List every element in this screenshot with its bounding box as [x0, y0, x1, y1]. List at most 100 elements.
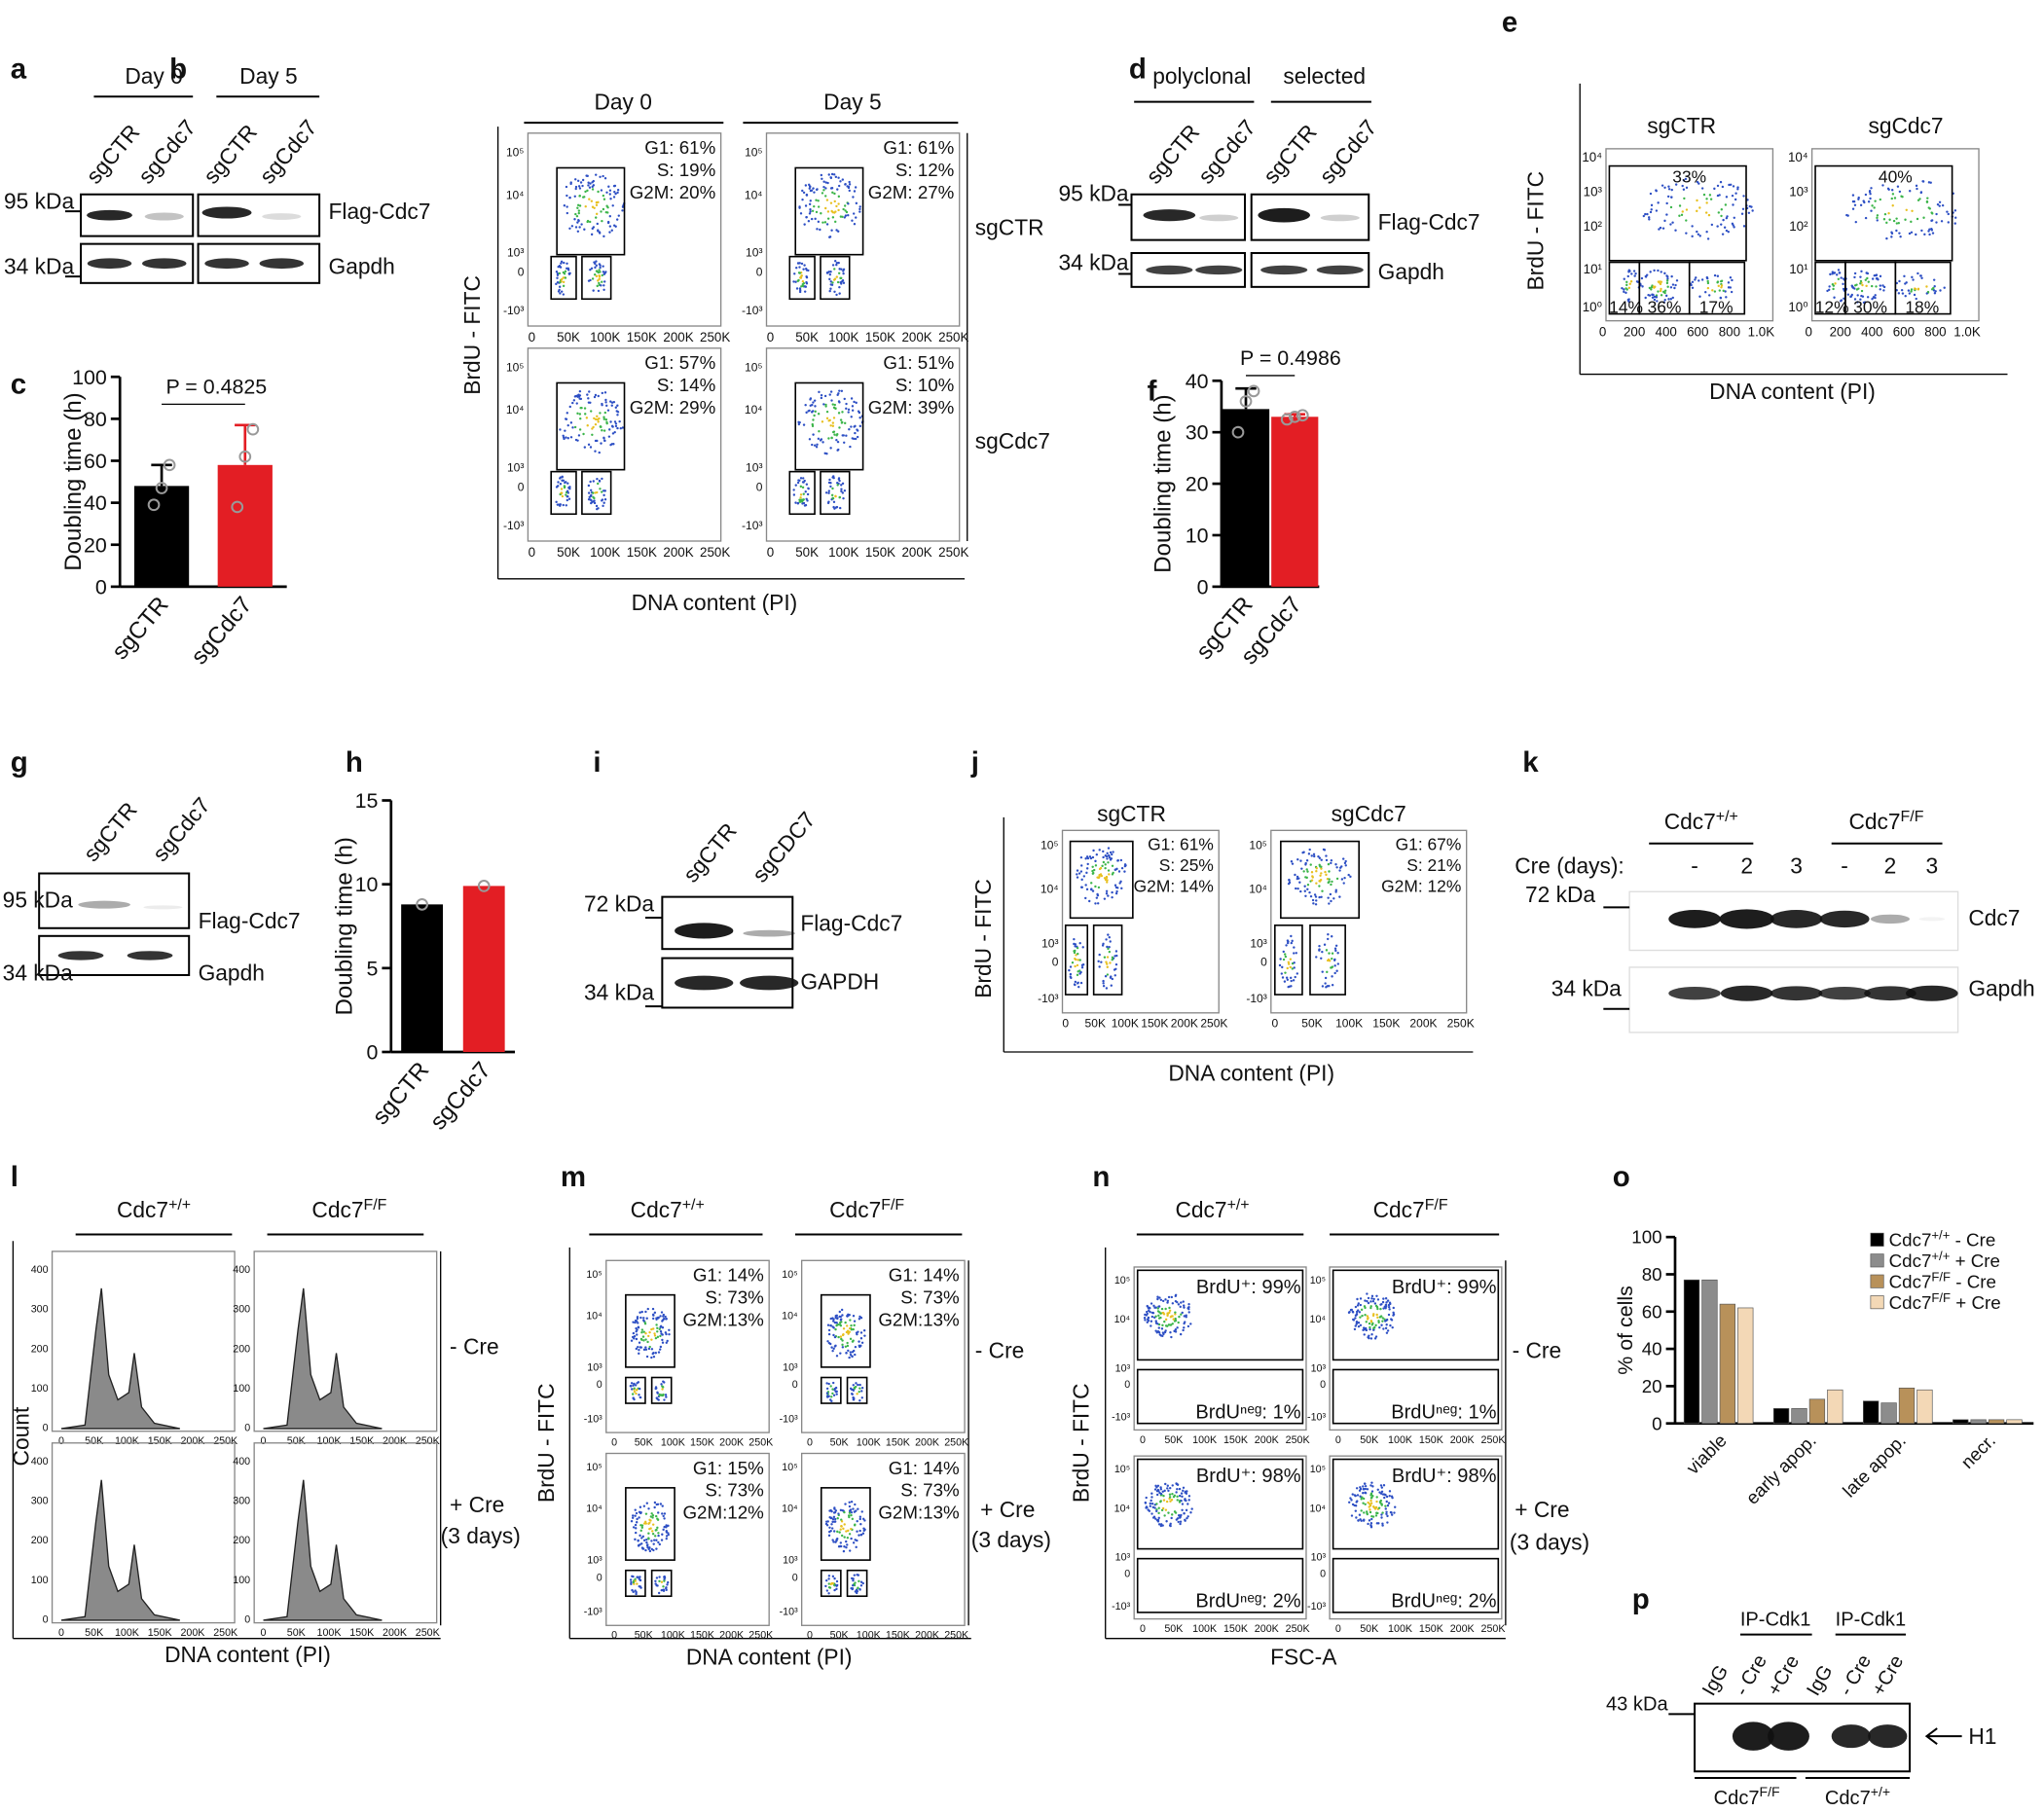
event-dot: [1177, 1520, 1180, 1524]
label: 43 kDa: [1606, 1693, 1668, 1715]
event-dot: [1359, 1518, 1362, 1521]
event-dot: [1657, 269, 1660, 272]
event-dot: [640, 1310, 643, 1314]
event-dot: [836, 440, 840, 444]
event-dot: [1895, 229, 1898, 233]
event-dot: [666, 1339, 669, 1343]
event-dot: [1164, 1318, 1168, 1322]
label: 34 kDa: [4, 253, 74, 278]
event-dot: [1730, 290, 1734, 294]
event-dot: [647, 1334, 650, 1338]
event-dot: [597, 420, 600, 423]
gate: [846, 1376, 868, 1404]
event-dot: [1312, 902, 1315, 905]
event-dot: [1357, 1302, 1361, 1305]
event-dot: [644, 1512, 648, 1515]
event-dot: [825, 410, 829, 414]
event-dot: [1646, 212, 1649, 216]
event-dot: [1334, 863, 1337, 866]
gate: [1274, 924, 1303, 996]
lane-label: sgCTR: [78, 797, 141, 866]
event-dot: [1834, 282, 1837, 285]
event-dot: [648, 1546, 651, 1549]
event-dot: [1362, 1502, 1365, 1504]
event-dot: [602, 288, 605, 291]
event-dot: [825, 223, 829, 226]
event-dot: [640, 1328, 644, 1331]
event-dot: [843, 421, 847, 425]
event-dot: [596, 222, 599, 226]
label: (3 days): [1510, 1530, 1589, 1555]
event-dot: [857, 1383, 859, 1387]
event-dot: [649, 1515, 653, 1518]
event-dot: [582, 432, 585, 436]
event-dot: [839, 1352, 842, 1355]
event-dot: [1720, 214, 1723, 218]
event-dot: [837, 184, 841, 188]
event-dot: [667, 1532, 670, 1535]
event-dot: [1859, 275, 1862, 278]
y-tick-label: 10³: [1041, 937, 1058, 951]
event-dot: [814, 405, 817, 408]
event-dot: [616, 426, 619, 430]
event-dot: [577, 211, 580, 215]
event-dot: [828, 272, 832, 276]
label: Day 0: [594, 90, 651, 115]
gate-stat: G1: 14%: [889, 1265, 960, 1286]
event-dot: [1371, 1300, 1375, 1303]
event-dot: [1915, 297, 1917, 301]
event-dot: [1869, 193, 1872, 196]
event-dot: [821, 441, 824, 444]
event-dot: [1085, 888, 1089, 891]
event-dot: [639, 1578, 642, 1582]
event-dot: [841, 434, 844, 437]
event-dot: [590, 410, 593, 413]
lane-label: sgCdc7: [254, 115, 322, 189]
event-dot: [1370, 1514, 1373, 1518]
event-dot: [1158, 1333, 1162, 1336]
event-dot: [1103, 956, 1107, 959]
event-dot: [1160, 1307, 1164, 1311]
event-dot: [838, 479, 841, 483]
event-dot: [640, 1338, 643, 1342]
event-dot: [1669, 298, 1673, 301]
event-dot: [655, 1547, 658, 1550]
event-dot: [1108, 873, 1111, 876]
event-dot: [1392, 1311, 1395, 1315]
event-dot: [1348, 1310, 1351, 1314]
event-dot: [1091, 889, 1095, 892]
event-dot: [828, 418, 831, 422]
event-dot: [858, 1383, 861, 1387]
event-dot: [1286, 966, 1289, 970]
event-dot: [593, 501, 597, 505]
event-dot: [1161, 1334, 1164, 1338]
event-dot: [1305, 868, 1308, 871]
x-tick-label: 0: [807, 1436, 813, 1448]
event-dot: [1094, 864, 1098, 867]
gate: [846, 1569, 868, 1598]
lane-label: 2: [1740, 853, 1753, 879]
event-dot: [1284, 971, 1287, 974]
event-dot: [1085, 867, 1089, 870]
event-dot: [1367, 1335, 1369, 1339]
event-dot: [656, 1526, 659, 1530]
event-dot: [1104, 878, 1108, 882]
event-dot: [1854, 220, 1858, 224]
event-dot: [591, 427, 594, 430]
blot-band: [127, 951, 173, 960]
event-dot: [583, 196, 586, 199]
event-dot: [632, 1396, 635, 1399]
event-dot: [794, 501, 797, 504]
event-dot: [1859, 203, 1863, 207]
event-dot: [1179, 1332, 1183, 1336]
gate: [1136, 1458, 1304, 1550]
event-dot: [1381, 1493, 1385, 1496]
event-dot: [848, 183, 852, 186]
event-dot: [798, 272, 802, 274]
event-dot: [1184, 1321, 1186, 1323]
event-dot: [1181, 1508, 1184, 1511]
event-dot: [833, 1583, 836, 1587]
event-dot: [838, 426, 841, 429]
event-dot: [1908, 292, 1912, 295]
event-dot: [824, 195, 827, 198]
